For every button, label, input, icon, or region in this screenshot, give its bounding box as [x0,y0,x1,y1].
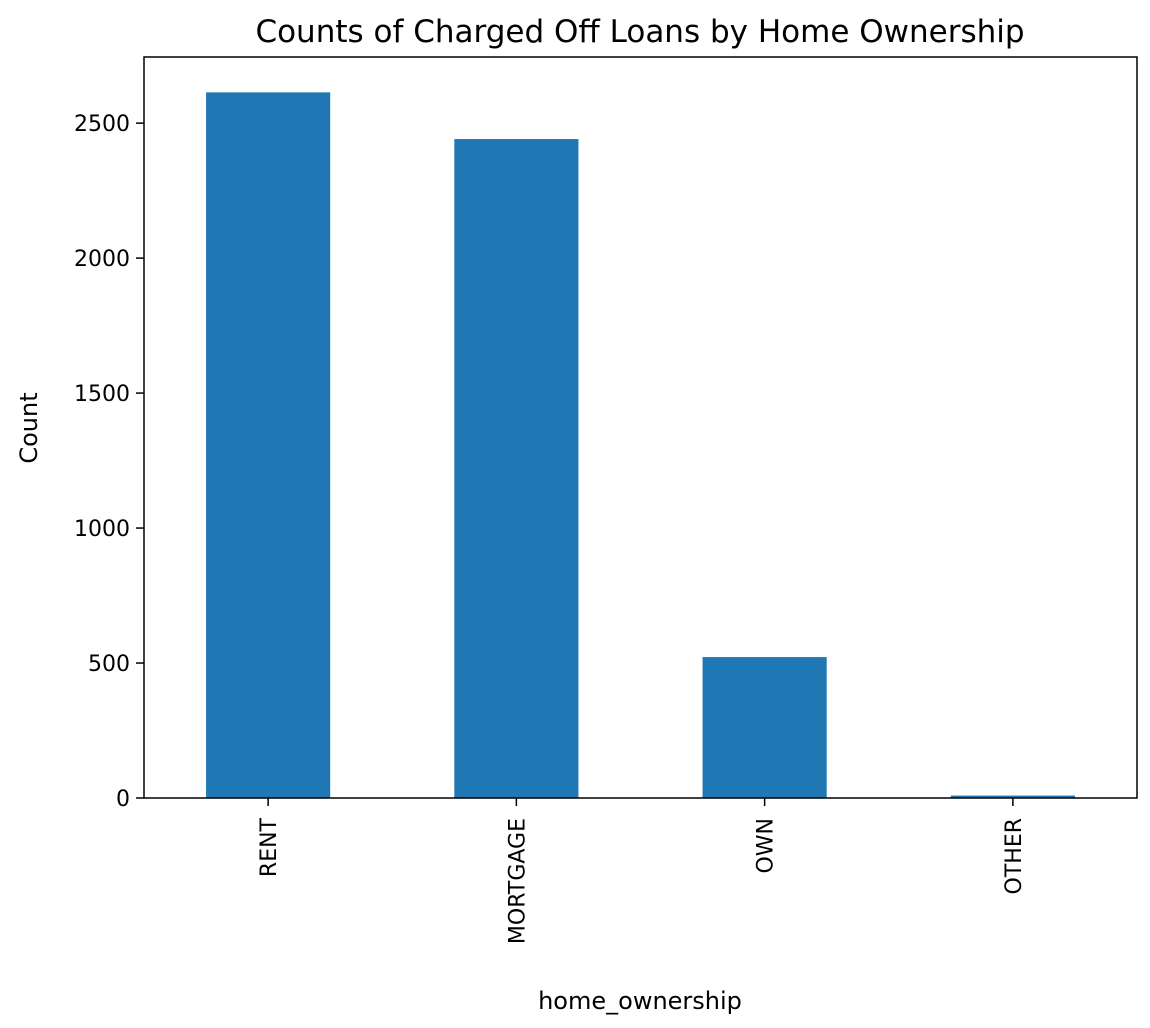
y-tick-label: 1000 [74,517,130,542]
bar-other [950,795,1075,798]
x-axis: RENT MORTGAGE OWN OTHER [257,798,1027,944]
y-axis: 0 500 1000 1500 2000 2500 [74,112,144,812]
bars-group [206,92,1075,799]
bar-rent [206,92,331,798]
y-tick-label: 2500 [74,112,130,137]
x-tick-label: RENT [257,817,282,877]
chart-title: Counts of Charged Off Loans by Home Owne… [255,14,1024,50]
bar-mortgage [454,139,579,799]
y-tick-label: 500 [88,652,130,677]
plot-frame [143,56,1138,799]
y-tick-label: 1500 [74,382,130,407]
x-tick-label: OTHER [1002,818,1027,894]
y-tick-label: 2000 [74,247,130,272]
x-tick-label: OWN [754,818,779,874]
y-axis-label: Count [15,392,43,463]
x-tick-label: MORTGAGE [505,818,530,944]
x-axis-label: home_ownership [538,987,742,1015]
y-tick-label: 0 [116,787,130,812]
bar-own [702,657,827,798]
